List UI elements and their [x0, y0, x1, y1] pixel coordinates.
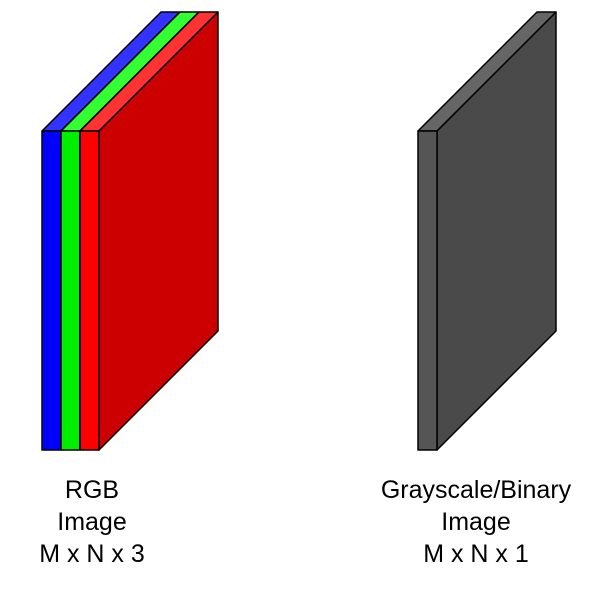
grayscale-front-face	[417, 130, 438, 451]
rgb-blue-layer-front	[41, 130, 62, 451]
rgb-caption-line-2: Image	[57, 508, 127, 536]
rgb-green-layer-front	[60, 130, 81, 451]
grayscale-image-slab	[417, 11, 557, 451]
grayscale-caption-line-2: Image	[441, 508, 511, 536]
grayscale-image-caption: Grayscale/Binary Image M x N x 1	[340, 474, 600, 570]
grayscale-side-face	[436, 11, 557, 451]
rgb-red-layer-front	[79, 130, 100, 451]
rgb-image-stack	[41, 11, 219, 451]
grayscale-caption-line-3: M x N x 1	[423, 540, 529, 568]
rgb-caption-line-3: M x N x 3	[39, 540, 145, 568]
grayscale-caption-line-1: Grayscale/Binary	[380, 476, 572, 504]
rgb-image-caption: RGB Image M x N x 3	[0, 474, 184, 570]
rgb-caption-line-1: RGB	[64, 476, 120, 504]
